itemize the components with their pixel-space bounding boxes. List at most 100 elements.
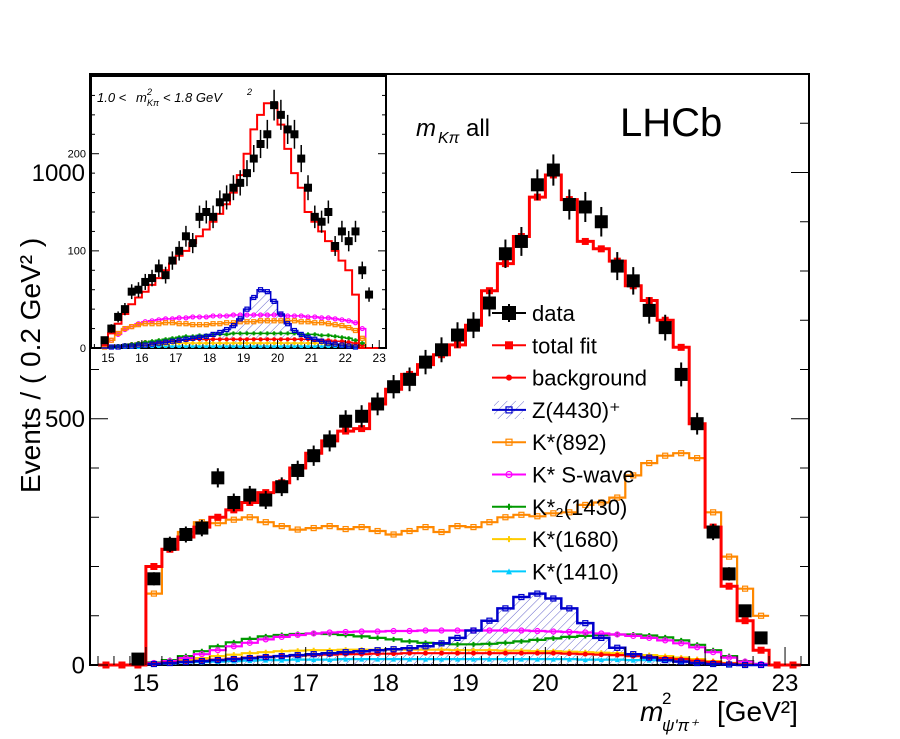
legend-label: total fit	[532, 333, 597, 358]
inset-k-1410-point	[231, 344, 236, 349]
k-1410-point	[486, 656, 492, 662]
inset-k-1430-point	[265, 331, 270, 336]
inset-k-892-point	[108, 337, 114, 343]
data-point	[626, 274, 640, 288]
k-892-point	[630, 472, 637, 479]
z-4430-point	[614, 644, 621, 651]
inset-z-4430-point	[149, 341, 155, 347]
svg-text:m: m	[416, 115, 436, 142]
inset-k-s-wave-point	[264, 312, 270, 318]
background-point	[439, 650, 445, 656]
main-x-tick-label: 18	[372, 670, 399, 697]
k-1430-point	[454, 641, 460, 647]
experiment-label: LHCb	[620, 101, 722, 145]
svg-text:m: m	[136, 90, 147, 105]
inset-k-892-point	[264, 318, 270, 324]
z-4430-point	[422, 643, 429, 650]
k-s-wave-point	[726, 654, 733, 661]
inset-data-point	[331, 242, 340, 250]
k-1430-point	[582, 633, 588, 639]
inset-data-point	[229, 183, 238, 192]
legend-item-data: data	[492, 301, 576, 326]
inset-k-892-point	[251, 319, 257, 325]
inset-data-point	[351, 227, 360, 236]
inset-data-point	[358, 266, 367, 275]
legend-item-background: background	[492, 366, 647, 391]
inset-k-1430-point	[224, 332, 229, 337]
inset-k-1680-point	[217, 341, 222, 346]
inset-z-4430-point	[312, 336, 318, 342]
z-4430-point	[150, 660, 158, 668]
inset-k-s-wave-point	[325, 315, 331, 321]
data-point	[546, 163, 560, 177]
inset-k-1680-point	[251, 341, 256, 346]
data-point	[211, 471, 225, 485]
inset-k-892-point	[183, 321, 189, 327]
main-y-tick-label: 500	[45, 406, 85, 433]
inset-k-1410-point	[292, 344, 297, 349]
total-fit-point	[741, 617, 749, 625]
k-1410-point	[375, 656, 381, 662]
data-point	[658, 321, 672, 335]
inset-k-s-wave-point	[339, 317, 345, 323]
svg-text:< 1.8 GeV: < 1.8 GeV	[163, 90, 223, 105]
legend-item-k-s-wave: K* S-wave	[492, 463, 635, 488]
k-1430-point	[534, 637, 540, 643]
inset-data-point	[310, 212, 319, 221]
k-1410-point	[343, 656, 349, 662]
main-y-tick-label: 1000	[32, 160, 85, 187]
inset-z-4430-point	[298, 331, 304, 337]
inset-k-892-point	[162, 320, 169, 326]
k-s-wave-point	[646, 634, 653, 642]
legend-swatch-marker	[505, 438, 513, 446]
data-point	[498, 247, 512, 261]
inset-y-tick-label: 0	[80, 343, 86, 355]
inset-k-1410-point	[272, 344, 277, 349]
inset-data-point	[202, 208, 211, 216]
total-fit-point	[214, 513, 222, 521]
data-point	[371, 397, 385, 411]
inset-z-4430-point	[291, 327, 298, 334]
inset-z-4430-point	[237, 316, 243, 322]
inset-k-892-point	[237, 319, 243, 325]
z-4430-point	[550, 595, 557, 602]
k-892-point	[406, 527, 413, 535]
k-1410-point	[630, 657, 636, 663]
k-1430-point	[486, 641, 492, 647]
k-s-wave-point	[630, 632, 637, 640]
k-s-wave-point	[198, 651, 205, 658]
z-4430-point	[678, 658, 685, 665]
z-4430-point	[694, 659, 701, 667]
z-4430-point	[726, 661, 733, 668]
inset-k-1680-point	[224, 341, 229, 346]
inset-k-892-point	[224, 320, 230, 326]
inset-data-point	[324, 208, 333, 216]
inset-k-1410-point	[278, 344, 283, 349]
data-point	[339, 414, 353, 428]
k-s-wave-point	[390, 627, 397, 635]
legend-item-k-892: K*(892)	[492, 430, 607, 455]
inset-z-4430-point	[318, 338, 325, 344]
inset-k-892-point	[156, 321, 162, 327]
inset-k-1410-point	[177, 344, 182, 349]
inset-k-1680-point	[204, 341, 209, 346]
legend-item-total-fit: total fit	[492, 333, 597, 358]
inset-k-892-point	[176, 321, 182, 327]
k-892-point	[358, 523, 365, 531]
inset-k-892-point	[129, 324, 135, 330]
inset-k-s-wave-point	[244, 312, 250, 318]
inset-k-1410-point	[211, 344, 216, 349]
k-1410-point	[454, 656, 460, 662]
inset-k-1680-point	[197, 341, 202, 346]
inset-k-s-wave-point	[257, 312, 264, 318]
z-4430-point	[358, 648, 365, 655]
inset-k-892-point	[352, 327, 359, 334]
data-point	[722, 567, 736, 581]
k-892-point	[422, 523, 429, 531]
k-1430-point	[423, 640, 429, 646]
svg-text:2: 2	[246, 87, 252, 97]
k-1430-point	[391, 636, 397, 642]
z-4430-point	[598, 634, 605, 642]
k-1680-point	[247, 650, 253, 656]
k-892-point	[550, 510, 557, 517]
